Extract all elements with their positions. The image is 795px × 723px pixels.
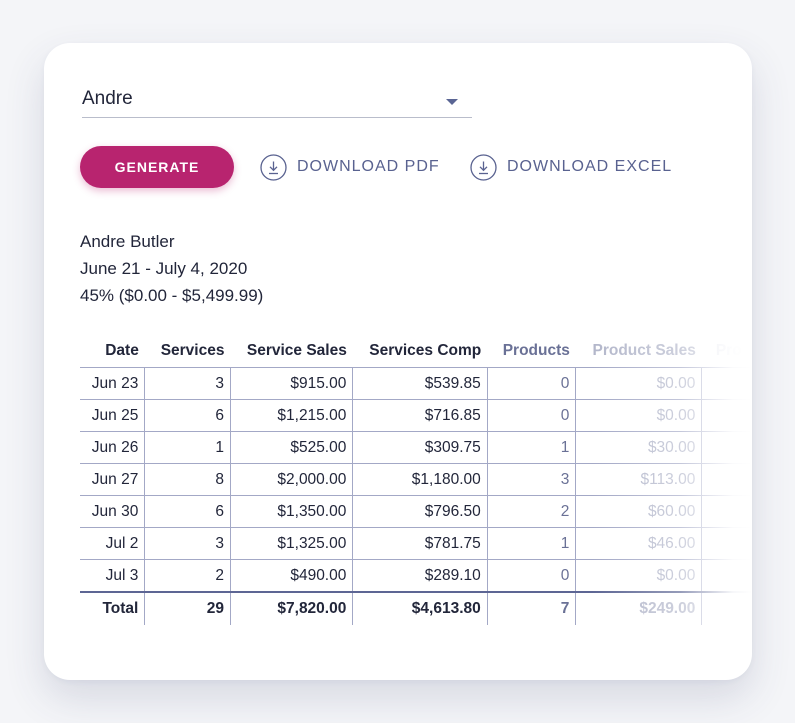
total-cell-date: Total	[80, 591, 145, 625]
table-row: Jun 30 6 $1,350.00 $796.50 2 $60.00	[80, 495, 752, 528]
report-card: Andre GENERATE DOWNLOAD PDF DOWNLOAD EXC…	[44, 43, 752, 680]
cell-product-comp	[701, 399, 752, 432]
cell-products: 3	[486, 463, 576, 496]
total-cell-products: 7	[486, 591, 576, 625]
cell-date: Jul 3	[80, 559, 145, 592]
column-header-service-sales: Service Sales	[246, 342, 347, 359]
download-pdf-label: DOWNLOAD PDF	[297, 158, 440, 175]
column-header-services: Services	[160, 342, 225, 359]
report-table-container[interactable]: Date Services Service Sales Services Com…	[80, 335, 752, 635]
column-header-services-comp: Services Comp	[369, 342, 482, 359]
total-cell-service-sales: $7,820.00	[229, 591, 353, 625]
cell-services-comp: $781.75	[352, 527, 488, 560]
table-row: Jun 25 6 $1,215.00 $716.85 0 $0.00	[80, 399, 752, 432]
cell-services: 3	[144, 367, 231, 400]
cell-product-sales: $0.00	[575, 367, 702, 400]
cell-service-sales: $915.00	[229, 367, 353, 400]
cell-product-comp	[701, 527, 752, 560]
cell-product-comp	[701, 367, 752, 400]
report-table: Date Services Service Sales Services Com…	[80, 335, 752, 625]
cell-product-sales: $0.00	[575, 399, 702, 432]
table-row: Jun 26 1 $525.00 $309.75 1 $30.00	[80, 431, 752, 464]
cell-service-sales: $525.00	[229, 431, 353, 464]
cell-service-sales: $2,000.00	[229, 463, 353, 496]
chevron-down-icon	[446, 99, 458, 105]
cell-product-sales: $0.00	[575, 559, 702, 592]
cell-product-comp	[701, 559, 752, 592]
download-icon	[470, 153, 497, 181]
cell-service-sales: $490.00	[229, 559, 353, 592]
cell-service-sales: $1,325.00	[229, 527, 353, 560]
cell-product-sales: $30.00	[575, 431, 702, 464]
total-cell-product-comp	[701, 591, 752, 625]
column-header-products: Products	[502, 342, 570, 359]
cell-service-sales: $1,350.00	[229, 495, 353, 528]
cell-products: 0	[486, 367, 576, 400]
column-header-date: Date	[105, 342, 139, 359]
generate-button[interactable]: GENERATE	[80, 146, 234, 188]
column-header-product-sales: Product Sales	[592, 342, 696, 359]
cell-date: Jun 27	[80, 463, 145, 496]
cell-services: 2	[144, 559, 231, 592]
column-header-product-comp: Pro	[715, 342, 742, 359]
employee-select[interactable]: Andre	[82, 83, 472, 118]
report-employee-name: Andre Butler	[80, 232, 175, 251]
report-date-range: June 21 - July 4, 2020	[80, 259, 248, 278]
table-body: Jun 23 3 $915.00 $539.85 0 $0.00 Jun 25 6 $1,215…	[80, 367, 752, 625]
cell-services: 8	[144, 463, 231, 496]
download-pdf-button[interactable]: DOWNLOAD PDF	[260, 152, 440, 182]
cell-product-comp	[701, 431, 752, 464]
table-total-row: Total 29 $7,820.00 $4,613.80 7 $249.00	[80, 591, 752, 625]
cell-product-sales: $46.00	[575, 527, 702, 560]
cell-date: Jun 26	[80, 431, 145, 464]
cell-date: Jul 2	[80, 527, 145, 560]
cell-services: 6	[144, 399, 231, 432]
cell-product-sales: $60.00	[575, 495, 702, 528]
cell-products: 0	[486, 559, 576, 592]
cell-product-sales: $113.00	[575, 463, 702, 496]
cell-services-comp: $289.10	[352, 559, 488, 592]
cell-products: 0	[486, 399, 576, 432]
cell-services: 6	[144, 495, 231, 528]
cell-services: 1	[144, 431, 231, 464]
cell-services: 3	[144, 527, 231, 560]
cell-products: 1	[486, 431, 576, 464]
cell-date: Jun 30	[80, 495, 145, 528]
report-commission-tier: 45% ($0.00 - $5,499.99)	[80, 286, 264, 305]
cell-services-comp: $796.50	[352, 495, 488, 528]
cell-services-comp: $539.85	[352, 367, 488, 400]
total-cell-product-sales: $249.00	[575, 591, 702, 625]
table-row: Jul 3 2 $490.00 $289.10 0 $0.00	[80, 559, 752, 592]
cell-services-comp: $309.75	[352, 431, 488, 464]
table-row: Jul 2 3 $1,325.00 $781.75 1 $46.00	[80, 527, 752, 560]
download-icon	[260, 153, 287, 181]
download-excel-button[interactable]: DOWNLOAD EXCEL	[470, 152, 672, 182]
total-cell-services-comp: $4,613.80	[352, 591, 488, 625]
cell-date: Jun 23	[80, 367, 145, 400]
download-excel-label: DOWNLOAD EXCEL	[507, 158, 673, 175]
cell-product-comp	[701, 495, 752, 528]
cell-services-comp: $1,180.00	[352, 463, 488, 496]
table-row: Jun 27 8 $2,000.00 $1,180.00 3 $113.00	[80, 463, 752, 496]
cell-product-comp	[701, 463, 752, 496]
total-cell-services: 29	[144, 591, 231, 625]
cell-services-comp: $716.85	[352, 399, 488, 432]
cell-products: 2	[486, 495, 576, 528]
cell-date: Jun 25	[80, 399, 145, 432]
employee-select-value: Andre	[82, 88, 133, 109]
table-header-row: Date Services Service Sales Services Com…	[80, 335, 752, 368]
table-row: Jun 23 3 $915.00 $539.85 0 $0.00	[80, 367, 752, 400]
cell-service-sales: $1,215.00	[229, 399, 353, 432]
cell-products: 1	[486, 527, 576, 560]
